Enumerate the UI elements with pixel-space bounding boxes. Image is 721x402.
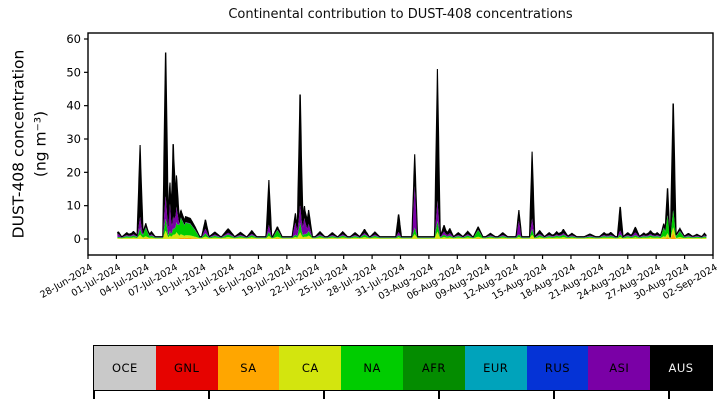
svg-text:40: 40 [66, 99, 81, 113]
legend-item-label: AFR [421, 361, 446, 375]
svg-text:0: 0 [74, 232, 81, 246]
series-ca [117, 227, 707, 239]
legend-item-label: NA [363, 361, 381, 375]
legend-item-na: NA [341, 346, 403, 390]
legend-axis-tick [323, 390, 325, 399]
legend-axis-tick [438, 390, 440, 399]
legend-axis-tick [93, 390, 95, 399]
svg-text:10: 10 [66, 199, 81, 213]
svg-text:50: 50 [66, 65, 81, 79]
legend-item-asi: ASI [588, 346, 651, 390]
x-axis-ticks: 28-Jun-202401-Jul-202404-Jul-202407-Jul-… [38, 255, 720, 302]
svg-text:20: 20 [66, 165, 81, 179]
chart-title: Continental contribution to DUST-408 con… [228, 7, 573, 22]
total-concentration-line [116, 52, 707, 238]
legend-item-rus: RUS [526, 346, 589, 390]
legend-item-eur: EUR [464, 346, 527, 390]
y-axis-ticks: 0 10 20 30 40 50 60 [66, 32, 88, 246]
legend-item-sa: SA [217, 346, 280, 390]
legend-item-label: RUS [544, 361, 571, 375]
series-aus [117, 53, 707, 238]
legend-item-label: SA [240, 361, 257, 375]
legend-item-label: ASI [609, 361, 630, 375]
legend-item-label: OCE [111, 361, 138, 375]
svg-text:60: 60 [66, 32, 81, 46]
legend-item-afr: AFR [402, 346, 465, 390]
legend-axis-tick [208, 390, 210, 399]
legend-axis-tick [553, 390, 555, 399]
legend-item-ca: CA [279, 346, 342, 390]
legend-item-label: EUR [483, 361, 509, 375]
legend-item-label: CA [301, 361, 319, 375]
legend-item-gnl: GNL [155, 346, 218, 390]
legend-item-label: AUS [668, 361, 694, 375]
continent-legend: OCE GNL SA CA NA AFR EUR RUS ASI AUS [93, 345, 713, 391]
legend-item-oce: OCE [94, 346, 156, 390]
legend-item-label: GNL [173, 361, 200, 375]
legend-item-aus: AUS [650, 346, 712, 390]
svg-text:30: 30 [66, 132, 81, 146]
legend-axis-tick [668, 390, 670, 399]
stacked-area-series [117, 53, 707, 239]
